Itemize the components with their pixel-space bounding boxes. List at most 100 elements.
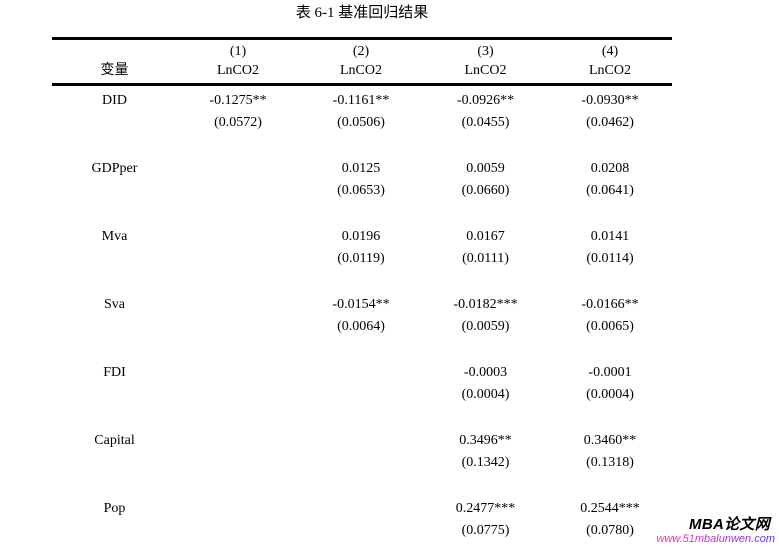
coef-cell [177, 498, 299, 520]
se-cell: (0.0653) [337, 183, 385, 198]
se-cell: (0.1318) [586, 455, 634, 470]
coef-cell: 0.0196 [341, 229, 381, 244]
se-cell [299, 384, 423, 406]
coef-cell: -0.0182*** [453, 297, 518, 312]
coefficient-row: FDI -0.0003 -0.0001 [52, 362, 672, 384]
coef-cell: -0.0930** [581, 93, 639, 108]
variable-name: Mva [101, 229, 128, 244]
table-caption: 表 6-1 基准回归结果 [295, 5, 429, 21]
coef-cell: 0.0125 [341, 161, 381, 176]
dv-label-3: LnCO2 [464, 63, 507, 78]
column-number-3: (3) [477, 44, 494, 59]
header-row-model-numbers: (1) (2) (3) (4) [52, 42, 672, 61]
variable-name: Capital [94, 433, 135, 448]
coef-cell [177, 362, 299, 384]
coef-cell: 0.2477*** [455, 501, 516, 516]
se-cell [177, 452, 299, 474]
variable-block-gdpper: GDPper 0.0125 0.0059 0.0208 (0.0653) (0.… [52, 158, 672, 226]
variable-block-capital: Capital 0.3496** 0.3460** (0.1342) (0.13… [52, 430, 672, 498]
column-number-2: (2) [352, 44, 370, 59]
stderr-spacer [52, 112, 177, 134]
variable-name: Sva [104, 297, 125, 312]
coef-cell [177, 294, 299, 316]
se-cell: (0.0572) [214, 115, 262, 130]
se-cell [299, 452, 423, 474]
se-cell: (0.1342) [461, 455, 510, 470]
variable-name: GDPper [91, 161, 138, 176]
table-header: (1) (2) (3) (4) 变量 LnCO2 LnCO2 LnCO2 LnC… [52, 37, 672, 86]
coefficient-row: Mva 0.0196 0.0167 0.0141 [52, 226, 672, 248]
stderr-spacer [52, 180, 177, 202]
se-cell: (0.0004) [586, 387, 634, 402]
coef-cell: -0.1275** [209, 93, 267, 108]
dv-label-4: LnCO2 [589, 63, 631, 78]
se-cell: (0.0641) [586, 183, 634, 198]
se-cell [177, 248, 299, 270]
se-cell: (0.0065) [586, 319, 634, 334]
coef-cell [177, 158, 299, 180]
se-cell: (0.0455) [461, 115, 510, 130]
variable-name: FDI [103, 365, 126, 380]
stderr-spacer [52, 384, 177, 406]
variable-name: DID [102, 93, 127, 108]
se-cell [177, 520, 299, 542]
se-cell [177, 180, 299, 202]
table-body: DID -0.1275** -0.1161** -0.0926** -0.093… [52, 86, 672, 547]
se-cell: (0.0004) [461, 387, 510, 402]
se-cell: (0.0660) [461, 183, 510, 198]
coef-cell: 0.0141 [590, 229, 630, 244]
coef-cell: -0.1161** [332, 93, 390, 108]
coefficient-row: Sva -0.0154** -0.0182*** -0.0166** [52, 294, 672, 316]
se-cell: (0.0059) [461, 319, 510, 334]
stderr-spacer [52, 248, 177, 270]
stderr-row: (0.0653) (0.0660) (0.0641) [52, 180, 672, 202]
coefficient-row: Capital 0.3496** 0.3460** [52, 430, 672, 452]
column-number-4: (4) [601, 44, 619, 59]
stderr-row: (0.0572) (0.0506) (0.0455) (0.0462) [52, 112, 672, 134]
coef-cell [299, 430, 423, 452]
watermark: MBA论文网 www.51mbalunwen.com [656, 516, 775, 546]
variable-block-pop: Pop 0.2477*** 0.2544*** (0.0775) (0.0780… [52, 498, 672, 547]
watermark-site-url: www.51mbalunwen.com [656, 533, 775, 545]
dv-label-2: LnCO2 [340, 63, 382, 78]
coef-cell: -0.0154** [332, 297, 390, 312]
se-cell: (0.0780) [586, 523, 634, 538]
se-cell: (0.0111) [462, 251, 509, 266]
coef-cell: 0.0059 [466, 161, 505, 176]
coef-cell: -0.0001 [588, 365, 632, 380]
column-number-1: (1) [229, 44, 247, 59]
coef-cell: 0.3496** [459, 433, 512, 448]
se-cell [299, 520, 423, 542]
coef-cell [177, 430, 299, 452]
header-spacer-cell [52, 42, 177, 61]
coef-cell [299, 498, 423, 520]
coefficient-row: DID -0.1275** -0.1161** -0.0926** -0.093… [52, 90, 672, 112]
variable-name: Pop [103, 501, 126, 516]
se-cell: (0.0119) [337, 251, 385, 266]
coef-cell [177, 226, 299, 248]
coef-cell: -0.0926** [456, 93, 515, 108]
stderr-row: (0.1342) (0.1318) [52, 452, 672, 474]
coef-cell: -0.0003 [463, 365, 508, 380]
variable-block-sva: Sva -0.0154** -0.0182*** -0.0166** (0.00… [52, 294, 672, 362]
stderr-row: (0.0004) (0.0004) [52, 384, 672, 406]
stderr-row: (0.0775) (0.0780) [52, 520, 672, 542]
coef-cell: 0.0208 [590, 161, 630, 176]
variable-column-header: 变量 [100, 63, 129, 78]
se-cell: (0.0114) [586, 251, 634, 266]
stderr-row: (0.0064) (0.0059) (0.0065) [52, 316, 672, 338]
variable-block-did: DID -0.1275** -0.1161** -0.0926** -0.093… [52, 90, 672, 158]
stderr-spacer [52, 452, 177, 474]
stderr-spacer [52, 316, 177, 338]
se-cell: (0.0462) [586, 115, 634, 130]
coef-cell: 0.0167 [466, 229, 505, 244]
se-cell: (0.0506) [337, 115, 385, 130]
stderr-row: (0.0119) (0.0111) (0.0114) [52, 248, 672, 270]
watermark-site-name: MBA论文网 [689, 516, 770, 533]
coefficient-row: Pop 0.2477*** 0.2544*** [52, 498, 672, 520]
stderr-spacer [52, 520, 177, 542]
se-cell [177, 316, 299, 338]
dv-label-1: LnCO2 [217, 63, 259, 78]
coef-cell: -0.0166** [581, 297, 639, 312]
